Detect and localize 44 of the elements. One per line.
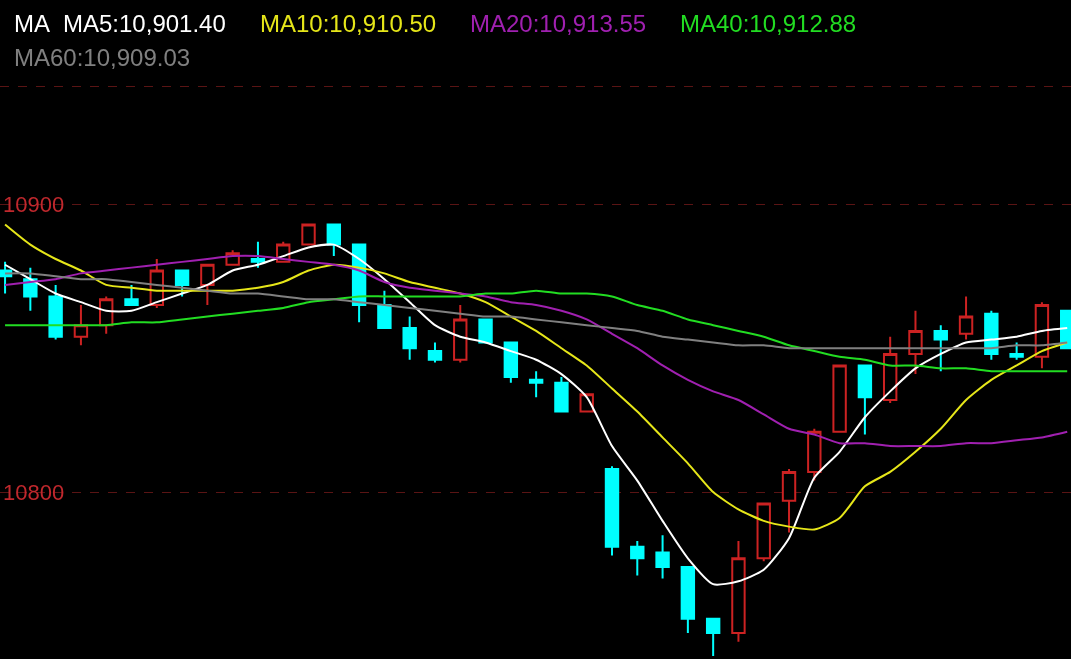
candlestick	[908, 309, 923, 376]
candlestick	[680, 565, 696, 635]
candlestick	[301, 223, 316, 246]
candlestick	[807, 427, 822, 482]
candlestick	[326, 223, 342, 258]
candlestick	[857, 364, 873, 436]
line-series	[4, 272, 1069, 350]
text: MA10:10,910.50	[260, 10, 437, 37]
candlestick	[933, 324, 948, 373]
candlestick	[402, 315, 417, 361]
y-tick-label: 10900	[3, 192, 65, 218]
candlestick	[832, 364, 847, 433]
candlestick	[377, 289, 392, 330]
candlestick	[200, 263, 215, 307]
candlestick	[124, 283, 139, 307]
text: MA5:10,901.40	[63, 10, 226, 37]
candlestick	[478, 318, 493, 344]
candlestick	[756, 502, 771, 563]
line-series	[4, 254, 1069, 448]
candlestick	[984, 309, 999, 361]
candlestick	[503, 341, 519, 384]
line-series	[4, 289, 1069, 373]
candlestick	[958, 295, 974, 341]
candlestick	[705, 617, 721, 658]
candlestick	[48, 283, 63, 341]
candlestick	[528, 370, 544, 399]
candlestick	[781, 468, 797, 534]
candlestick	[630, 540, 645, 577]
text: MA20:10,913.55	[470, 10, 647, 37]
candlestick	[250, 240, 266, 269]
y-tick-label: 10800	[3, 479, 65, 505]
candlestick	[731, 540, 746, 643]
candlestick	[73, 304, 89, 347]
legend-title: MA	[14, 10, 50, 37]
text: MA60:10,909.03	[14, 44, 191, 71]
candlestick	[453, 304, 468, 364]
text: MA40:10,912.88	[680, 10, 857, 37]
candlestick	[604, 465, 620, 557]
candlestick	[554, 375, 569, 413]
candlestick	[655, 534, 670, 580]
candlestick	[427, 341, 443, 364]
line-series	[4, 243, 1069, 586]
candlestick	[1009, 341, 1024, 361]
candlestick	[174, 269, 190, 298]
